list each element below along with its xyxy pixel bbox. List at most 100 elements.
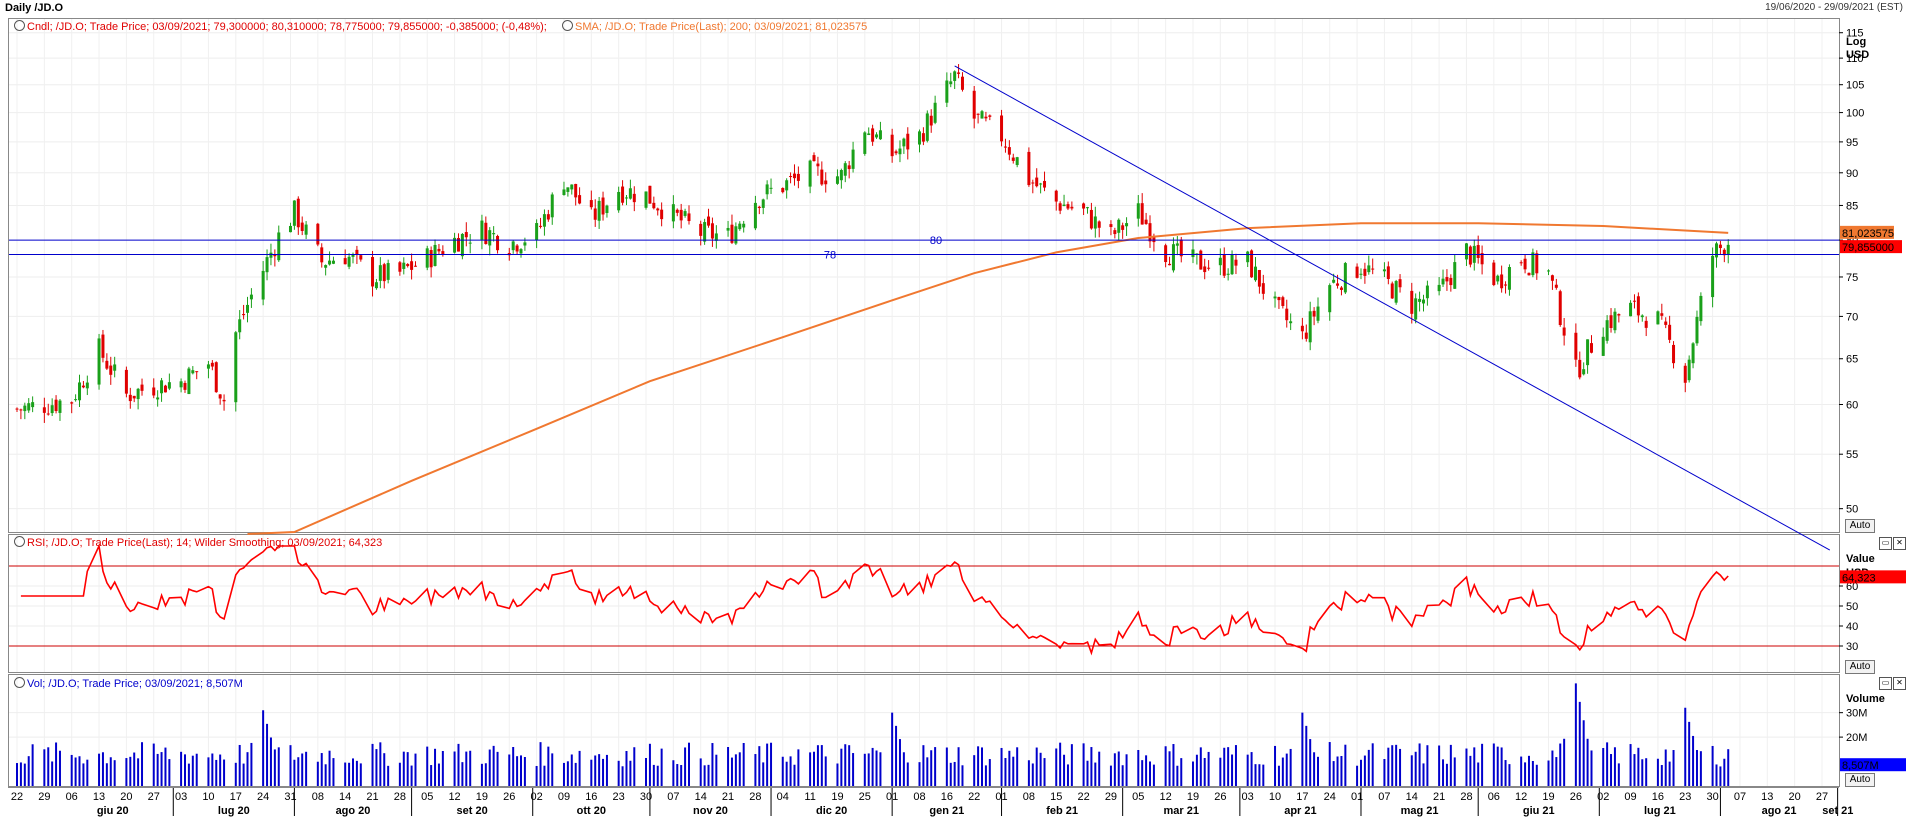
candle-body — [1683, 365, 1687, 383]
candle-body — [355, 249, 359, 255]
candle-body — [1300, 325, 1304, 332]
price-tick-label: 95 — [1846, 137, 1858, 149]
x-day-label: 06 — [66, 791, 78, 803]
candle-body — [1523, 258, 1527, 270]
indicator-settings-icon[interactable] — [14, 536, 25, 547]
x-day-label: 07 — [667, 791, 679, 803]
candle-body — [1687, 359, 1691, 381]
candle-body — [808, 160, 812, 187]
price-auto-button[interactable]: Auto — [1845, 519, 1875, 533]
volume-maximize-button[interactable]: ▭ — [1879, 677, 1892, 690]
candle-body — [1339, 287, 1343, 290]
candle-body — [574, 183, 578, 198]
candle-body — [1425, 285, 1429, 299]
rsi-close-button[interactable]: ✕ — [1893, 537, 1906, 550]
candle-body — [1253, 266, 1257, 281]
candle-body — [277, 232, 281, 261]
candle-body — [1589, 343, 1593, 353]
price-panel-frame — [8, 18, 1840, 533]
candle-body — [488, 230, 492, 246]
candle-body — [988, 115, 992, 117]
candle-body — [781, 188, 785, 193]
candle-body — [1504, 284, 1508, 286]
candle-body — [1136, 203, 1140, 219]
candle-body — [50, 405, 54, 414]
candle-body — [511, 241, 515, 251]
x-day-label: 12 — [1160, 791, 1172, 803]
volume-legend-text: Vol; /JD.O; Trade Price; 03/09/2021; 8,5… — [27, 678, 243, 690]
candle-body — [1527, 272, 1531, 276]
candle-body — [1476, 245, 1480, 258]
trend-line — [954, 65, 1831, 551]
price-tick-label: 55 — [1846, 449, 1858, 461]
candle-body — [597, 200, 601, 221]
x-day-label: 05 — [1132, 791, 1144, 803]
candle-body — [789, 176, 793, 178]
candle-body — [1535, 253, 1539, 274]
candle-body — [374, 282, 378, 289]
candle-body — [769, 187, 773, 189]
volume-close-button[interactable]: ✕ — [1893, 677, 1906, 690]
candle-body — [179, 381, 183, 388]
x-month-label: set 20 — [457, 805, 488, 817]
candle-body — [480, 220, 484, 240]
x-day-label: 14 — [1406, 791, 1418, 803]
candle-body — [1398, 279, 1402, 288]
candle-body — [519, 249, 523, 254]
indicator-settings-icon[interactable] — [14, 20, 25, 31]
rsi-plot — [9, 543, 1839, 656]
candle-body — [1718, 244, 1722, 249]
candle-body — [1554, 284, 1558, 288]
candle-body — [906, 133, 910, 150]
rsi-auto-button[interactable]: Auto — [1845, 660, 1875, 674]
candle-body — [1257, 270, 1261, 287]
candle-body — [1285, 308, 1289, 321]
candle-body — [167, 382, 171, 389]
candle-body — [1531, 252, 1535, 276]
candle-body — [1644, 320, 1648, 328]
rsi-value-tag — [1840, 570, 1906, 584]
candle-body — [1121, 225, 1125, 230]
candle-body — [1117, 219, 1121, 233]
candle-body — [878, 130, 882, 140]
rsi-legend-text: RSI; /JD.O; Trade Price(Last); 14; Wilde… — [27, 537, 383, 549]
candle-body — [1035, 177, 1039, 187]
candle-legend-text: Cndl; /JD.O; Trade Price; 03/09/2021; 79… — [27, 21, 547, 33]
candle-body — [1109, 224, 1113, 228]
x-day-label: 23 — [613, 791, 625, 803]
candle-body — [1199, 250, 1203, 270]
rsi-maximize-button[interactable]: ▭ — [1879, 537, 1892, 550]
candle-body — [1175, 243, 1179, 246]
candle-body — [945, 80, 949, 103]
indicator-settings-icon[interactable] — [14, 677, 25, 688]
candle-body — [398, 262, 402, 272]
candle-body — [1097, 221, 1101, 228]
x-day-label: 13 — [1761, 791, 1773, 803]
volume-panel-frame — [8, 674, 1840, 787]
candle-body — [74, 399, 78, 401]
candle-body — [136, 388, 140, 400]
x-day-label: 12 — [448, 791, 460, 803]
candle-body — [1722, 249, 1726, 256]
candle-body — [1226, 273, 1230, 275]
candle-body — [1605, 320, 1609, 341]
candle-body — [378, 265, 382, 281]
candle-body — [921, 133, 925, 142]
candle-body — [984, 116, 988, 119]
x-month-label: lug 20 — [218, 805, 250, 817]
candle-body — [496, 235, 500, 251]
x-day-label: 29 — [1105, 791, 1117, 803]
candle-body — [1449, 277, 1453, 286]
x-day-label: 22 — [11, 791, 23, 803]
candle-body — [1601, 336, 1605, 356]
candle-body — [1668, 324, 1672, 340]
x-day-label: 03 — [175, 791, 187, 803]
candle-body — [1453, 262, 1457, 289]
candle-body — [273, 254, 277, 257]
candle-body — [1582, 369, 1586, 375]
x-day-label: 21 — [366, 791, 378, 803]
indicator-settings-icon[interactable] — [562, 20, 573, 31]
candle-body — [1332, 279, 1336, 283]
volume-auto-button[interactable]: Auto — [1845, 773, 1875, 787]
